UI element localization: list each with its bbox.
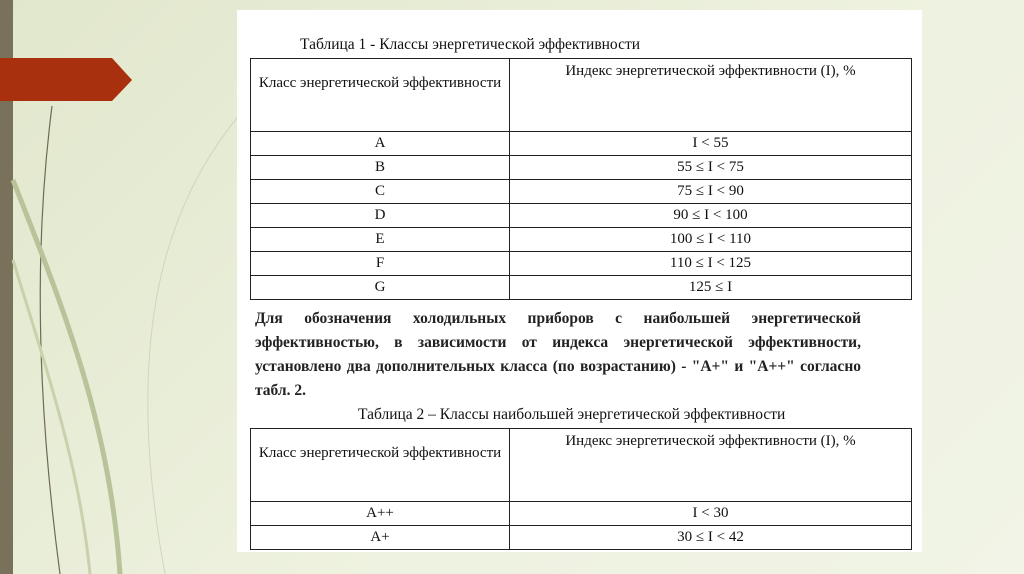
table1: Класс энергетической эффективности Индек… <box>250 58 912 300</box>
table2-header-class: Класс энергетической эффективности <box>250 428 510 502</box>
class-cell: F <box>250 251 510 276</box>
index-range-cell: 75 ≤ I < 90 <box>509 179 912 204</box>
table-row: A++ I < 30 <box>250 501 912 526</box>
class-cell: E <box>250 227 510 252</box>
table-row: B 55 ≤ I < 75 <box>250 155 912 180</box>
index-range-cell: I < 55 <box>509 131 912 156</box>
class-cell: A++ <box>250 501 510 526</box>
table-row: G 125 ≤ I <box>250 275 912 300</box>
class-cell: D <box>250 203 510 228</box>
table1-title: Таблица 1 - Классы энергетической эффект… <box>300 36 641 53</box>
index-range-cell: 30 ≤ I < 42 <box>509 525 912 550</box>
red-arrow-shape <box>0 58 132 101</box>
table-row: C 75 ≤ I < 90 <box>250 179 912 204</box>
decorative-curves <box>0 58 238 574</box>
table-row: A+ 30 ≤ I < 42 <box>250 525 912 550</box>
table2-title: Таблица 2 – Классы наибольшей энергетиче… <box>358 406 786 423</box>
index-range-cell: 125 ≤ I <box>509 275 912 300</box>
table2: Класс энергетической эффективности Индек… <box>250 428 912 550</box>
class-cell: A+ <box>250 525 510 550</box>
index-range-cell: 100 ≤ I < 110 <box>509 227 912 252</box>
paragraph: Для обозначения холодильных приборов с н… <box>255 310 861 399</box>
index-range-cell: I < 30 <box>509 501 912 526</box>
table1-header-class: Класс энергетической эффективности <box>250 58 510 132</box>
table2-header-index: Индекс энергетической эффективности (I),… <box>509 428 912 502</box>
side-bar <box>0 0 13 574</box>
class-cell: B <box>250 155 510 180</box>
class-cell: A <box>250 131 510 156</box>
table-row: D 90 ≤ I < 100 <box>250 203 912 228</box>
index-range-cell: 90 ≤ I < 100 <box>509 203 912 228</box>
index-range-cell: 55 ≤ I < 75 <box>509 155 912 180</box>
class-cell: G <box>250 275 510 300</box>
class-cell: C <box>250 179 510 204</box>
table-row: F 110 ≤ I < 125 <box>250 251 912 276</box>
table-row: E 100 ≤ I < 110 <box>250 227 912 252</box>
index-range-cell: 110 ≤ I < 125 <box>509 251 912 276</box>
table1-header-index: Индекс энергетической эффективности (I),… <box>509 58 912 132</box>
